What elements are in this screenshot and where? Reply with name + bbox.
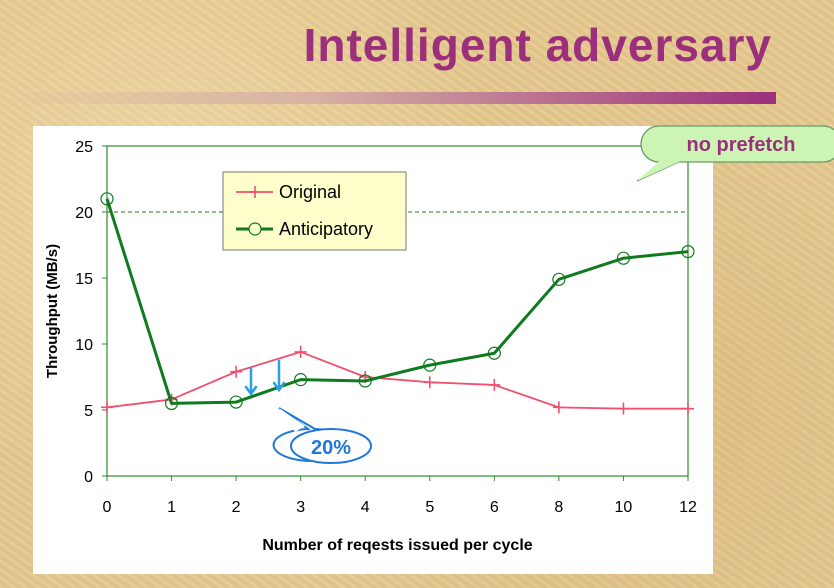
legend-marker-original bbox=[249, 186, 261, 198]
percent-callout-text: 20% bbox=[311, 437, 351, 459]
point-anticipatory bbox=[552, 272, 566, 286]
point-original bbox=[682, 402, 694, 415]
y-tick-label: 0 bbox=[84, 469, 93, 486]
point-anticipatory bbox=[164, 396, 179, 410]
x-tick-label: 4 bbox=[361, 499, 370, 516]
y-tick-label: 10 bbox=[75, 337, 93, 354]
legend-marker-anticipatory bbox=[248, 222, 262, 236]
x-tick-label: 6 bbox=[490, 499, 499, 516]
point-original bbox=[101, 401, 113, 414]
x-tick-label: 0 bbox=[103, 499, 112, 516]
legend-label-anticipatory: Anticipatory bbox=[279, 219, 373, 239]
x-tick-label: 10 bbox=[615, 499, 633, 516]
percent-callout-bubble bbox=[290, 428, 372, 464]
y-tick-label: 20 bbox=[75, 205, 93, 222]
legend-box bbox=[222, 171, 407, 251]
legend-label-original: Original bbox=[279, 182, 341, 202]
point-anticipatory bbox=[487, 346, 501, 360]
y-tick-label: 15 bbox=[75, 271, 93, 288]
point-original bbox=[294, 345, 307, 358]
y-axis-label: Throughput (MB/s) bbox=[44, 244, 61, 378]
x-tick-label: 5 bbox=[425, 499, 434, 516]
no-prefetch-callout-tail-fill bbox=[637, 156, 683, 181]
y-tick-label: 5 bbox=[84, 403, 93, 420]
x-tick-label: 1 bbox=[167, 499, 176, 516]
x-tick-label: 3 bbox=[296, 499, 305, 516]
point-original bbox=[423, 376, 436, 389]
chart-panel: 0 5 10 15 20 25 0 1 2 3 4 5 6 8 10 12 Number of reqests … bbox=[33, 125, 834, 574]
legend: Original Anticipatory bbox=[222, 171, 407, 251]
no-prefetch-callout-bubble bbox=[640, 125, 834, 163]
point-original bbox=[488, 378, 501, 391]
difference-arrow bbox=[272, 359, 286, 393]
point-original bbox=[230, 365, 243, 378]
y-tick-label: 25 bbox=[75, 139, 93, 156]
point-original bbox=[552, 401, 565, 414]
point-anticipatory bbox=[616, 251, 631, 265]
point-anticipatory bbox=[358, 374, 372, 388]
percent-callout-tail-fill bbox=[279, 408, 305, 432]
difference-arrow bbox=[244, 366, 258, 397]
title-underline bbox=[0, 92, 776, 104]
point-anticipatory bbox=[681, 244, 695, 259]
point-anticipatory bbox=[294, 373, 308, 387]
point-anticipatory bbox=[229, 395, 243, 409]
series-line-original bbox=[106, 351, 688, 410]
x-axis-label: Number of reqests issued per cycle bbox=[262, 537, 532, 554]
x-tick-label: 12 bbox=[679, 499, 697, 516]
x-tick-label: 8 bbox=[554, 499, 563, 516]
point-anticipatory bbox=[423, 358, 437, 372]
x-tick-label: 2 bbox=[232, 499, 241, 516]
point-anticipatory bbox=[100, 192, 114, 206]
series-line-anticipatory bbox=[105, 198, 689, 405]
slide-title: Intelligent adversary bbox=[303, 19, 772, 71]
point-original bbox=[617, 402, 630, 415]
no-prefetch-callout-text: no prefetch bbox=[687, 134, 796, 156]
